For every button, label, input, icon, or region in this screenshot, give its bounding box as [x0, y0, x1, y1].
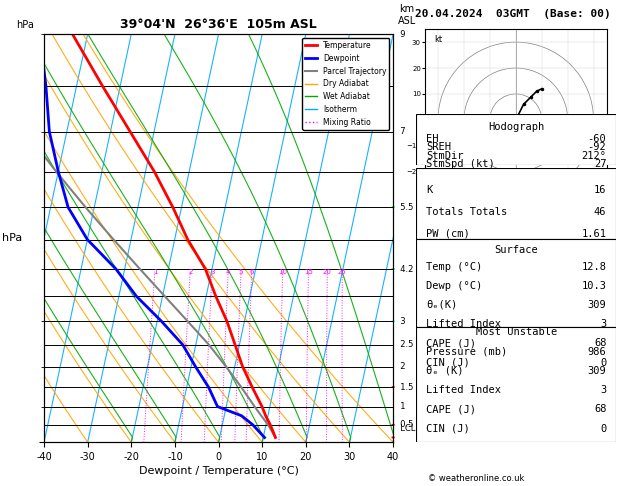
Text: 4.2: 4.2 — [395, 264, 413, 274]
Text: 27: 27 — [594, 159, 606, 169]
Text: 212°: 212° — [581, 151, 606, 161]
Text: 2.5: 2.5 — [395, 340, 413, 349]
Text: θₑ(K): θₑ(K) — [426, 300, 458, 310]
Text: 25: 25 — [338, 269, 347, 275]
Text: Lifted Index: Lifted Index — [426, 319, 501, 329]
Bar — [416, 327, 616, 442]
Text: -92: -92 — [587, 142, 606, 153]
Text: Mixing Ratio (g/kg): Mixing Ratio (g/kg) — [421, 192, 431, 284]
Text: EH: EH — [426, 134, 439, 144]
Text: 0: 0 — [600, 358, 606, 367]
Text: 4: 4 — [226, 269, 230, 275]
Text: 3: 3 — [395, 317, 406, 326]
Text: θₑ (K): θₑ (K) — [426, 366, 464, 376]
Text: 5: 5 — [239, 269, 243, 275]
Text: kt: kt — [434, 35, 442, 44]
Text: 68: 68 — [594, 338, 606, 348]
Text: © weatheronline.co.uk: © weatheronline.co.uk — [428, 474, 524, 483]
Text: CAPE (J): CAPE (J) — [426, 404, 476, 414]
Text: 12.8: 12.8 — [581, 261, 606, 272]
Text: 3: 3 — [210, 269, 214, 275]
Text: 0.5: 0.5 — [395, 420, 413, 429]
Text: 3: 3 — [600, 385, 606, 395]
Text: 27: 27 — [451, 168, 459, 173]
Text: Surface: Surface — [494, 245, 538, 255]
Text: 10: 10 — [278, 269, 287, 275]
Text: 3: 3 — [600, 319, 606, 329]
Text: 46: 46 — [594, 207, 606, 217]
Text: 68: 68 — [594, 404, 606, 414]
Text: 309: 309 — [587, 366, 606, 376]
Text: 5.5: 5.5 — [395, 203, 413, 212]
Text: Lifted Index: Lifted Index — [426, 385, 501, 395]
Text: 0: 0 — [600, 423, 606, 434]
Text: PW (cm): PW (cm) — [426, 228, 470, 239]
Text: 1.61: 1.61 — [581, 228, 606, 239]
Text: 9: 9 — [395, 30, 405, 38]
Text: Dewp (°C): Dewp (°C) — [426, 281, 482, 291]
Text: 20.04.2024  03GMT  (Base: 00): 20.04.2024 03GMT (Base: 00) — [415, 9, 611, 19]
Text: 6: 6 — [250, 269, 254, 275]
Text: StmSpd (kt): StmSpd (kt) — [426, 159, 495, 169]
Text: 1: 1 — [153, 269, 157, 275]
Legend: Temperature, Dewpoint, Parcel Trajectory, Dry Adiabat, Wet Adiabat, Isotherm, Mi: Temperature, Dewpoint, Parcel Trajectory… — [302, 38, 389, 130]
Text: CIN (J): CIN (J) — [426, 358, 470, 367]
Text: Temp (°C): Temp (°C) — [426, 261, 482, 272]
Text: 20: 20 — [323, 269, 332, 275]
Text: SREH: SREH — [426, 142, 452, 153]
Text: StmDir: StmDir — [426, 151, 464, 161]
Text: hPa: hPa — [16, 20, 34, 30]
Text: 7: 7 — [395, 127, 406, 136]
Text: CIN (J): CIN (J) — [426, 423, 470, 434]
Text: K: K — [426, 185, 433, 194]
Text: km
ASL: km ASL — [398, 4, 416, 26]
Text: 1.5: 1.5 — [395, 382, 413, 392]
Bar — [416, 239, 616, 327]
Text: 2: 2 — [188, 269, 192, 275]
Text: LCL: LCL — [395, 424, 415, 433]
Text: Hodograph: Hodograph — [488, 122, 545, 132]
Title: 39°04'N  26°36'E  105m ASL: 39°04'N 26°36'E 105m ASL — [120, 18, 317, 32]
Text: 212°: 212° — [477, 155, 492, 160]
Text: -60: -60 — [587, 134, 606, 144]
Text: 309: 309 — [587, 300, 606, 310]
Text: hPa: hPa — [3, 233, 23, 243]
Text: Totals Totals: Totals Totals — [426, 207, 508, 217]
Text: 16: 16 — [594, 185, 606, 194]
Text: 986: 986 — [587, 347, 606, 357]
Text: 2: 2 — [395, 362, 405, 371]
Text: Most Unstable: Most Unstable — [476, 328, 557, 337]
Text: 10.3: 10.3 — [581, 281, 606, 291]
Text: CAPE (J): CAPE (J) — [426, 338, 476, 348]
Text: Pressure (mb): Pressure (mb) — [426, 347, 508, 357]
Bar — [416, 168, 616, 239]
X-axis label: Dewpoint / Temperature (°C): Dewpoint / Temperature (°C) — [138, 466, 299, 476]
Text: 1: 1 — [395, 402, 405, 411]
Text: 15: 15 — [304, 269, 313, 275]
